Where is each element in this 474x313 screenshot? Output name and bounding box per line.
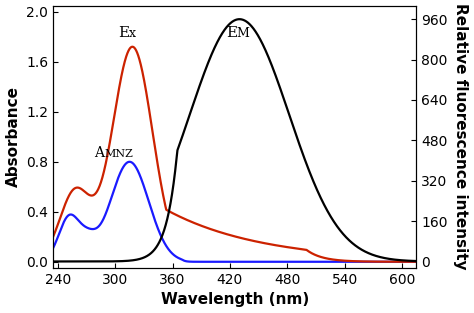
Text: x: x	[128, 27, 136, 40]
Text: A: A	[94, 146, 104, 160]
Y-axis label: Absorbance: Absorbance	[6, 86, 20, 187]
Y-axis label: Relative fluorescence intensity: Relative fluorescence intensity	[454, 3, 468, 270]
Text: E: E	[118, 26, 129, 40]
X-axis label: Wavelength (nm): Wavelength (nm)	[161, 292, 309, 307]
Text: E: E	[226, 26, 237, 40]
Text: MNZ: MNZ	[105, 149, 134, 159]
Text: M: M	[237, 27, 249, 40]
